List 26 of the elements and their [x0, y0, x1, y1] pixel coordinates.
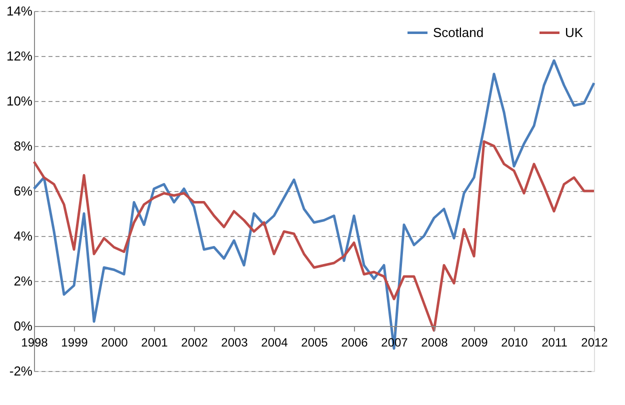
x-tick-label: 2008: [421, 336, 448, 350]
x-tick-label: 2006: [341, 336, 368, 350]
x-tick-label: 2003: [221, 336, 248, 350]
x-tick-label: 2002: [181, 336, 208, 350]
y-tick-label: 2%: [14, 274, 33, 288]
x-tick-label: 1998: [21, 336, 48, 350]
y-tick-label: 10%: [6, 94, 33, 108]
x-tick-label: 2004: [261, 336, 288, 350]
line-series: [32, 140, 596, 332]
x-tick-label: 2000: [101, 336, 128, 350]
legend-label: UK: [565, 24, 584, 40]
x-tick-label: 2012: [581, 336, 608, 350]
y-tick-label: -2%: [9, 364, 33, 378]
x-tick-label: 2011: [542, 336, 568, 350]
x-tick-label: 2005: [301, 336, 328, 350]
y-tick-label: 0%: [14, 318, 33, 334]
y-tick-label: 8%: [14, 138, 33, 154]
legend-label: Scotland: [433, 24, 484, 40]
x-tick-label: 2010: [501, 336, 528, 350]
x-tick-label: 2009: [461, 336, 488, 350]
x-tick-label: 2001: [141, 336, 168, 350]
y-tick-label: 6%: [14, 184, 33, 198]
x-tick-label: 1999: [61, 336, 88, 350]
y-tick-label: 4%: [14, 228, 33, 244]
y-tick-label: 12%: [6, 48, 33, 64]
y-tick-label: 14%: [6, 4, 33, 18]
